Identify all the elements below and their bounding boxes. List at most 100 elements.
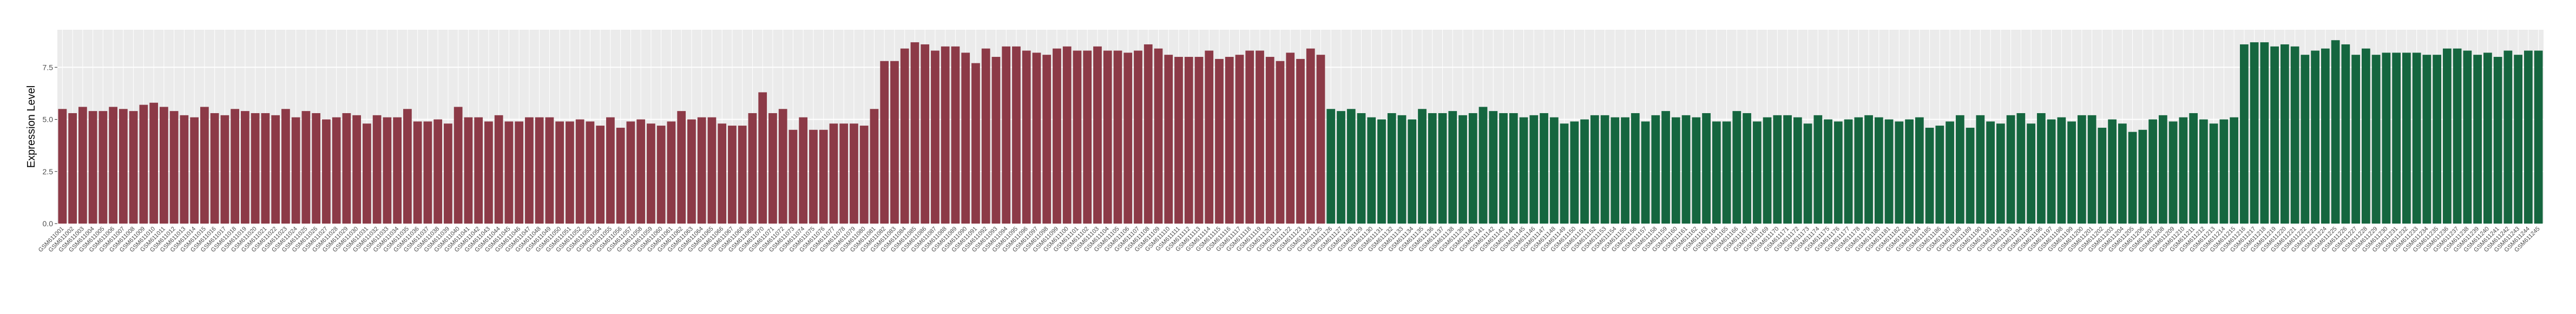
bar [1245, 50, 1254, 224]
y-tick-label: 0.0 [43, 219, 54, 228]
bar [1144, 44, 1153, 224]
bar [1286, 53, 1295, 224]
bar [2382, 53, 2391, 224]
bar [1955, 115, 1964, 224]
bar [555, 121, 564, 224]
bar [2534, 50, 2543, 224]
bar [1062, 46, 1072, 224]
bar [1611, 117, 1620, 224]
bar [2290, 46, 2299, 224]
bar [413, 121, 422, 224]
bar [2138, 129, 2147, 224]
bar [1397, 115, 1407, 224]
bar [1702, 113, 1711, 224]
bar [647, 123, 655, 224]
bar [129, 111, 138, 224]
bar [1681, 115, 1691, 224]
bar [1184, 57, 1193, 224]
bar [2027, 123, 2035, 224]
bar [1073, 50, 1082, 224]
bar [1256, 50, 1264, 224]
bar [251, 113, 260, 224]
bar [718, 123, 727, 224]
bar [890, 61, 899, 224]
bar [575, 119, 584, 224]
y-tick-label: 2.5 [43, 167, 54, 176]
bar [1803, 123, 1812, 224]
bar [636, 119, 646, 224]
bar [261, 113, 270, 224]
bar [1783, 115, 1792, 224]
bar [921, 44, 930, 224]
bar [2250, 42, 2259, 224]
bar [1773, 115, 1782, 224]
bar [2016, 113, 2026, 224]
bar [1042, 55, 1052, 224]
bar [1752, 121, 1762, 224]
bar [2199, 119, 2208, 224]
bar [1032, 53, 1041, 224]
y-tick-label: 7.5 [43, 63, 54, 71]
bar [1895, 121, 1904, 224]
bar [2209, 123, 2218, 224]
bar [1458, 115, 1467, 224]
bar [2473, 55, 2482, 224]
bar [788, 129, 798, 224]
bar [2108, 119, 2117, 224]
bar [1093, 46, 1102, 224]
bar [98, 111, 108, 224]
bar [931, 50, 939, 224]
bar [1316, 55, 1325, 224]
bar [1296, 58, 1305, 224]
bar [2483, 53, 2492, 224]
bar [1712, 121, 1721, 224]
bar [1276, 61, 1285, 224]
bar [656, 126, 666, 224]
bar [2087, 115, 2097, 224]
bar [1489, 111, 1498, 224]
bar [981, 48, 990, 224]
bar [2503, 50, 2513, 224]
bar [281, 109, 290, 224]
bar [991, 57, 1001, 224]
bar [1540, 113, 1548, 224]
bar [2260, 42, 2269, 224]
bar [1915, 117, 1924, 224]
bar [1661, 111, 1670, 224]
bar [1874, 117, 1883, 224]
bar [1012, 46, 1021, 224]
bar [2301, 55, 2310, 224]
bar [697, 117, 706, 224]
bar [139, 104, 148, 224]
bar [819, 129, 828, 224]
bar [58, 109, 67, 224]
bar [1174, 57, 1183, 224]
bar [474, 117, 483, 224]
bar [2402, 53, 2411, 224]
bar [393, 117, 402, 224]
bar [2392, 53, 2401, 224]
bar [1651, 115, 1660, 224]
bar [2036, 113, 2046, 224]
bar [768, 113, 777, 224]
bar [1377, 119, 1386, 224]
bar [738, 126, 747, 224]
bar [667, 121, 676, 224]
bar [1123, 53, 1133, 224]
bar [2168, 121, 2178, 224]
bar [169, 111, 179, 224]
bar [1448, 111, 1457, 224]
bar [586, 121, 595, 224]
bar [2067, 121, 2076, 224]
bar [2371, 55, 2381, 224]
bar [2118, 123, 2127, 224]
bar [626, 121, 635, 224]
bar [1438, 113, 1447, 224]
bar [748, 113, 757, 224]
bar [1570, 121, 1579, 224]
bar [2189, 113, 2198, 224]
bar [180, 115, 189, 224]
bar [1824, 119, 1832, 224]
bar [2463, 50, 2472, 224]
bar [322, 119, 331, 224]
